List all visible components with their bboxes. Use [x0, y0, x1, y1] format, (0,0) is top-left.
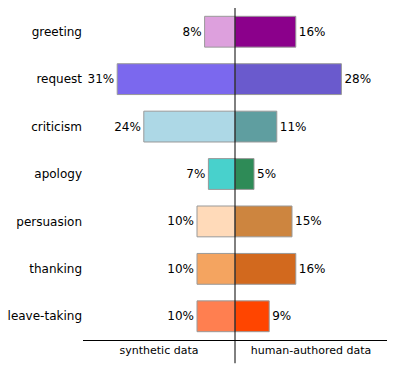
svg-text:10%: 10% — [167, 262, 194, 276]
svg-text:16%: 16% — [299, 25, 326, 39]
svg-text:10%: 10% — [167, 309, 194, 323]
svg-text:31%: 31% — [88, 72, 115, 86]
svg-text:24%: 24% — [114, 120, 141, 134]
svg-text:10%: 10% — [167, 214, 194, 228]
svg-text:thanking: thanking — [29, 262, 82, 276]
svg-text:human-authored data: human-authored data — [251, 344, 371, 357]
svg-text:criticism: criticism — [31, 120, 82, 134]
svg-text:request: request — [36, 72, 82, 86]
svg-text:apology: apology — [34, 167, 82, 181]
svg-text:5%: 5% — [257, 167, 276, 181]
svg-text:leave-taking: leave-taking — [8, 309, 82, 323]
svg-text:16%: 16% — [299, 262, 326, 276]
svg-text:greeting: greeting — [32, 25, 82, 39]
svg-text:9%: 9% — [272, 309, 291, 323]
svg-text:28%: 28% — [344, 72, 371, 86]
svg-text:15%: 15% — [295, 214, 322, 228]
svg-text:11%: 11% — [280, 120, 307, 134]
svg-text:persuasion: persuasion — [16, 215, 82, 229]
svg-text:synthetic data: synthetic data — [120, 344, 199, 357]
svg-text:8%: 8% — [183, 25, 202, 39]
svg-text:7%: 7% — [186, 167, 205, 181]
